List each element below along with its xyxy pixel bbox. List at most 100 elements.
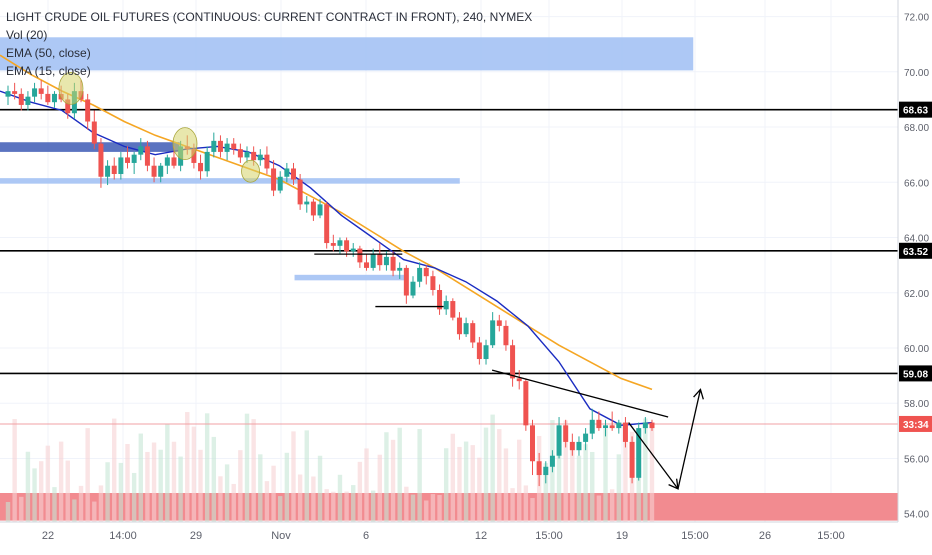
volume-bar <box>291 431 296 522</box>
candle-body <box>529 425 535 462</box>
candle-body <box>91 121 97 144</box>
candle-body <box>370 254 376 268</box>
y-tick-label: 70.00 <box>904 68 929 79</box>
volume-bar <box>523 485 529 522</box>
volume-bar <box>72 499 77 522</box>
legend-vol[interactable]: Vol (20) <box>6 28 48 42</box>
candle-body <box>125 157 131 163</box>
time-axis-bg <box>0 522 932 550</box>
volume-bar <box>443 448 449 522</box>
volume-bar <box>45 445 51 522</box>
candle-body <box>204 151 210 172</box>
candle-body <box>603 425 609 429</box>
volume-bar <box>311 476 316 522</box>
legend-ema15[interactable]: EMA (15, close) <box>6 64 91 78</box>
volume-bar <box>390 439 396 522</box>
candle-body <box>642 422 648 429</box>
navy-zone <box>0 142 180 152</box>
highlights <box>58 71 260 183</box>
candle-body <box>629 441 635 478</box>
volume-bar <box>165 424 170 522</box>
candle-body <box>609 425 615 429</box>
candle-body <box>563 425 569 442</box>
volume-bar <box>397 427 402 522</box>
candle-body <box>105 165 111 177</box>
volume-bar <box>271 465 276 522</box>
volume-bar <box>238 450 243 522</box>
volume-bar <box>138 433 143 522</box>
x-tick-label: 26 <box>759 530 771 542</box>
candle-body <box>377 254 383 266</box>
volume-bar <box>623 435 628 522</box>
horizontal-levels <box>0 108 898 425</box>
candle-body <box>45 93 51 103</box>
volume-bar <box>12 419 17 522</box>
volume-bar <box>211 436 217 522</box>
price-label-box <box>899 365 932 382</box>
candle-body <box>310 201 316 216</box>
candle-body <box>277 176 283 191</box>
candle-body <box>191 149 197 163</box>
candle-body <box>364 262 370 268</box>
volume-bar <box>643 418 648 522</box>
x-tick-label: 15:00 <box>535 530 563 542</box>
highlight-ellipse <box>172 127 198 161</box>
volume-bar <box>563 420 568 522</box>
volume-bar <box>497 429 502 522</box>
volume-bar <box>258 454 263 522</box>
candle-body <box>470 323 476 343</box>
volume-bar <box>337 474 343 522</box>
volume-bar <box>530 498 535 522</box>
candle-body <box>443 301 449 310</box>
volume-bar <box>490 414 495 522</box>
volume-bar <box>596 495 602 522</box>
volume-bar <box>384 432 389 522</box>
volume-bar <box>424 500 429 522</box>
x-tick-label: 19 <box>616 530 628 542</box>
volume-bar <box>576 455 582 522</box>
legend-ema50[interactable]: EMA (50, close) <box>6 46 91 60</box>
volume-bar <box>65 460 70 522</box>
volume-bar <box>404 486 409 522</box>
volume-bar <box>278 496 283 522</box>
candle-body <box>217 140 223 152</box>
x-tick-label: 29 <box>190 530 202 542</box>
volume-bar <box>158 449 163 522</box>
red-zone <box>0 493 898 521</box>
volume-bar <box>463 441 469 522</box>
volume-bar <box>370 490 376 522</box>
candle-body <box>583 433 589 442</box>
price-axis[interactable]: 54.00 56.00 58.00 60.00 62.00 64.00 66.00 68.00… <box>897 0 932 550</box>
price-label: 33:34 <box>903 420 929 431</box>
candle-body <box>111 165 117 174</box>
volume-bar <box>224 464 230 522</box>
arrow-head-up <box>693 388 704 400</box>
candle-body <box>417 267 423 282</box>
volume-bar <box>98 485 104 522</box>
volume-bar <box>105 462 110 522</box>
candle-body <box>131 154 137 163</box>
candle-body <box>284 168 290 177</box>
volume-bar <box>58 441 64 522</box>
candle-body <box>224 143 230 152</box>
time-axis[interactable]: 22 14:00 29 Nov 6 12 15:00 19 15:00 26 15:00 <box>0 521 932 550</box>
candle-body <box>98 143 104 177</box>
candle-body <box>483 345 489 360</box>
volume-bar <box>410 494 416 522</box>
volume-bar <box>78 485 84 522</box>
y-tick-label: 54.00 <box>904 510 929 521</box>
y-tick-label: 62.00 <box>904 289 929 300</box>
small-zone <box>294 274 409 281</box>
candle-body <box>244 151 250 158</box>
candle-body <box>649 422 655 429</box>
candle-body <box>410 281 416 296</box>
candle-body <box>523 381 529 426</box>
candle-body <box>164 157 170 166</box>
volume-bar <box>457 446 462 522</box>
volume-bar <box>517 439 522 522</box>
volume-bar <box>556 436 562 522</box>
volume-bar <box>125 444 130 522</box>
candle-body <box>51 93 57 103</box>
candle-body <box>257 154 263 161</box>
